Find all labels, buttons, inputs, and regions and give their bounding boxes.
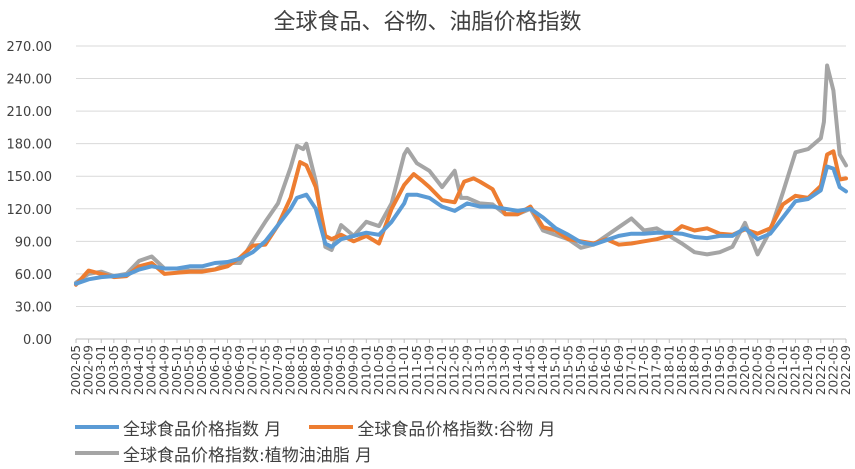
legend-label-cereal: 全球食品价格指数:谷物 月 xyxy=(357,419,556,440)
x-tick-label: 2006-05 xyxy=(220,345,234,395)
x-tick-label: 2015-09 xyxy=(574,345,588,395)
y-tick-label: 150.00 xyxy=(7,170,53,185)
x-tick-label: 2006-09 xyxy=(233,345,247,395)
x-tick-label: 2002-09 xyxy=(82,345,96,395)
x-tick-label: 2006-01 xyxy=(208,345,222,395)
x-axis-ticks: 2002-052002-092003-012003-052003-092004-… xyxy=(69,339,853,395)
x-tick-label: 2013-01 xyxy=(473,345,487,395)
x-tick-label: 2003-05 xyxy=(107,345,121,395)
x-tick-label: 2022-05 xyxy=(826,345,840,395)
x-tick-label: 2009-09 xyxy=(347,345,361,395)
x-tick-label: 2008-09 xyxy=(309,345,323,395)
y-tick-label: 210.00 xyxy=(7,105,53,120)
chart-title: 全球食品、谷物、油脂价格指数 xyxy=(273,10,582,35)
x-tick-label: 2014-01 xyxy=(511,345,525,395)
x-tick-label: 2015-05 xyxy=(561,345,575,395)
x-tick-label: 2012-01 xyxy=(435,345,449,395)
x-tick-label: 2002-05 xyxy=(69,345,83,395)
y-tick-label: 240.00 xyxy=(7,73,53,88)
x-tick-label: 2022-09 xyxy=(839,345,853,395)
x-tick-label: 2018-05 xyxy=(675,345,689,395)
x-tick-label: 2004-09 xyxy=(157,345,171,395)
y-tick-label: 60.00 xyxy=(15,268,52,283)
legend-label-vegoil: 全球食品价格指数:植物油油脂 月 xyxy=(123,445,373,466)
y-axis-ticks: 0.00 30.00 60.00 90.00 120.00 150.00 180.00 210… xyxy=(7,40,53,348)
x-tick-label: 2013-05 xyxy=(486,345,500,395)
x-tick-label: 2020-01 xyxy=(738,345,752,395)
x-tick-label: 2015-01 xyxy=(549,345,563,395)
x-tick-label: 2009-01 xyxy=(321,345,335,395)
series-line-0 xyxy=(74,164,848,286)
x-tick-label: 2020-09 xyxy=(763,345,777,395)
x-tick-label: 2004-01 xyxy=(132,345,146,395)
x-tick-label: 2007-09 xyxy=(271,345,285,395)
x-tick-label: 2005-05 xyxy=(183,345,197,395)
x-tick-label: 2008-01 xyxy=(284,345,298,395)
legend-row-1: 全球食品价格指数 月 全球食品价格指数:谷物 月 xyxy=(75,414,855,440)
x-tick-label: 2016-01 xyxy=(587,345,601,395)
x-tick-label: 2019-05 xyxy=(713,345,727,395)
y-tick-label: 270.00 xyxy=(7,40,53,55)
legend-item-cereal: 全球食品价格指数:谷物 月 xyxy=(309,415,556,440)
y-tick-label: 90.00 xyxy=(15,235,52,250)
x-tick-label: 2003-01 xyxy=(94,345,108,395)
x-tick-label: 2021-09 xyxy=(801,345,815,395)
legend-item-food: 全球食品价格指数 月 xyxy=(75,415,281,440)
x-tick-label: 2016-09 xyxy=(612,345,626,395)
series-lines xyxy=(74,63,848,287)
x-tick-label: 2005-09 xyxy=(195,345,209,395)
x-tick-label: 2007-05 xyxy=(258,345,272,395)
y-tick-label: 30.00 xyxy=(15,300,52,315)
x-tick-label: 2003-09 xyxy=(119,345,133,395)
x-tick-label: 2018-09 xyxy=(688,345,702,395)
x-tick-label: 2017-05 xyxy=(637,345,651,395)
x-tick-label: 2014-09 xyxy=(536,345,550,395)
x-tick-label: 2021-01 xyxy=(776,345,790,395)
x-tick-label: 2011-09 xyxy=(422,345,436,395)
x-tick-label: 2012-09 xyxy=(460,345,474,395)
x-tick-label: 2020-05 xyxy=(751,345,765,395)
y-tick-label: 0.00 xyxy=(23,333,52,348)
legend-label-food: 全球食品价格指数 月 xyxy=(123,419,282,440)
x-tick-label: 2018-01 xyxy=(662,345,676,395)
x-tick-label: 2011-01 xyxy=(397,345,411,395)
legend-swatch-food xyxy=(75,425,119,429)
x-tick-label: 2021-05 xyxy=(789,345,803,395)
y-tick-label: 180.00 xyxy=(7,138,53,153)
legend: 全球食品价格指数 月 全球食品价格指数:谷物 月 全球食品价格指数:植物油油脂 … xyxy=(75,414,855,466)
legend-row-2: 全球食品价格指数:植物油油脂 月 xyxy=(75,440,855,466)
series-line-2 xyxy=(74,63,848,285)
x-tick-label: 2012-05 xyxy=(448,345,462,395)
x-tick-label: 2008-05 xyxy=(296,345,310,395)
x-tick-label: 2019-09 xyxy=(725,345,739,395)
x-tick-label: 2011-05 xyxy=(410,345,424,395)
x-tick-label: 2013-09 xyxy=(498,345,512,395)
y-tick-label: 120.00 xyxy=(7,203,53,218)
x-tick-label: 2017-01 xyxy=(624,345,638,395)
x-tick-label: 2019-01 xyxy=(700,345,714,395)
x-tick-label: 2007-01 xyxy=(246,345,260,395)
gridlines xyxy=(76,45,846,340)
x-tick-label: 2017-09 xyxy=(650,345,664,395)
x-tick-label: 2010-05 xyxy=(372,345,386,395)
x-tick-label: 2010-01 xyxy=(359,345,373,395)
x-tick-label: 2010-09 xyxy=(385,345,399,395)
x-tick-label: 2014-05 xyxy=(523,345,537,395)
legend-swatch-vegoil xyxy=(75,451,119,455)
legend-swatch-cereal xyxy=(309,425,354,429)
x-tick-label: 2004-05 xyxy=(145,345,159,395)
legend-item-vegoil: 全球食品价格指数:植物油油脂 月 xyxy=(75,441,372,466)
x-tick-label: 2005-01 xyxy=(170,345,184,395)
x-tick-label: 2022-01 xyxy=(814,345,828,395)
x-tick-label: 2016-05 xyxy=(599,345,613,395)
x-tick-label: 2009-05 xyxy=(334,345,348,395)
